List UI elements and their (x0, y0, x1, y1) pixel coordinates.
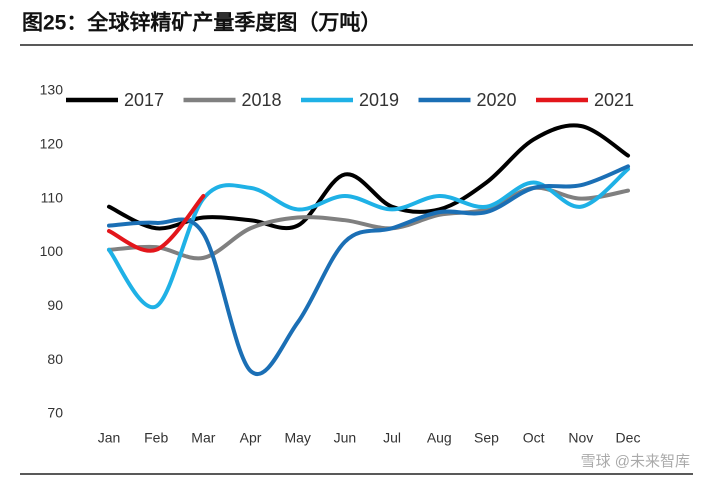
x-tick-label: Mar (191, 430, 215, 446)
x-tick-label: Jun (334, 430, 357, 446)
series-line (106, 123, 631, 231)
x-tick-label: Apr (240, 430, 262, 446)
x-tick-label: Jul (383, 430, 401, 446)
x-tick-label: Jan (98, 430, 121, 446)
x-tick-label: Nov (568, 430, 593, 446)
x-tick-label: Sep (474, 430, 499, 446)
series-line (106, 164, 631, 376)
y-tick-label: 110 (41, 189, 64, 205)
x-tick-label: Feb (144, 430, 168, 446)
series-line (106, 193, 206, 253)
watermark: 雪球 @未来智库 (581, 452, 690, 470)
legend-label: 2017 (124, 90, 164, 110)
y-tick-label: 100 (40, 243, 64, 259)
legend-label: 2018 (242, 90, 282, 110)
y-tick-label: 120 (40, 136, 64, 152)
legend-label: 2021 (594, 90, 634, 110)
y-tick-label: 90 (47, 297, 63, 313)
y-tick-label: 130 (40, 82, 64, 98)
x-tick-label: Aug (427, 430, 452, 446)
series-line (106, 167, 631, 310)
legend-label: 2019 (359, 90, 399, 110)
legend-label: 2020 (477, 90, 517, 110)
x-tick-label: May (284, 430, 310, 446)
x-tick-label: Oct (523, 430, 545, 446)
y-tick-label: 70 (47, 405, 63, 421)
chart-title: 图25：全球锌精矿产量季度图（万吨） (22, 11, 381, 35)
y-tick-label: 80 (47, 351, 63, 367)
x-tick-label: Dec (616, 430, 641, 446)
